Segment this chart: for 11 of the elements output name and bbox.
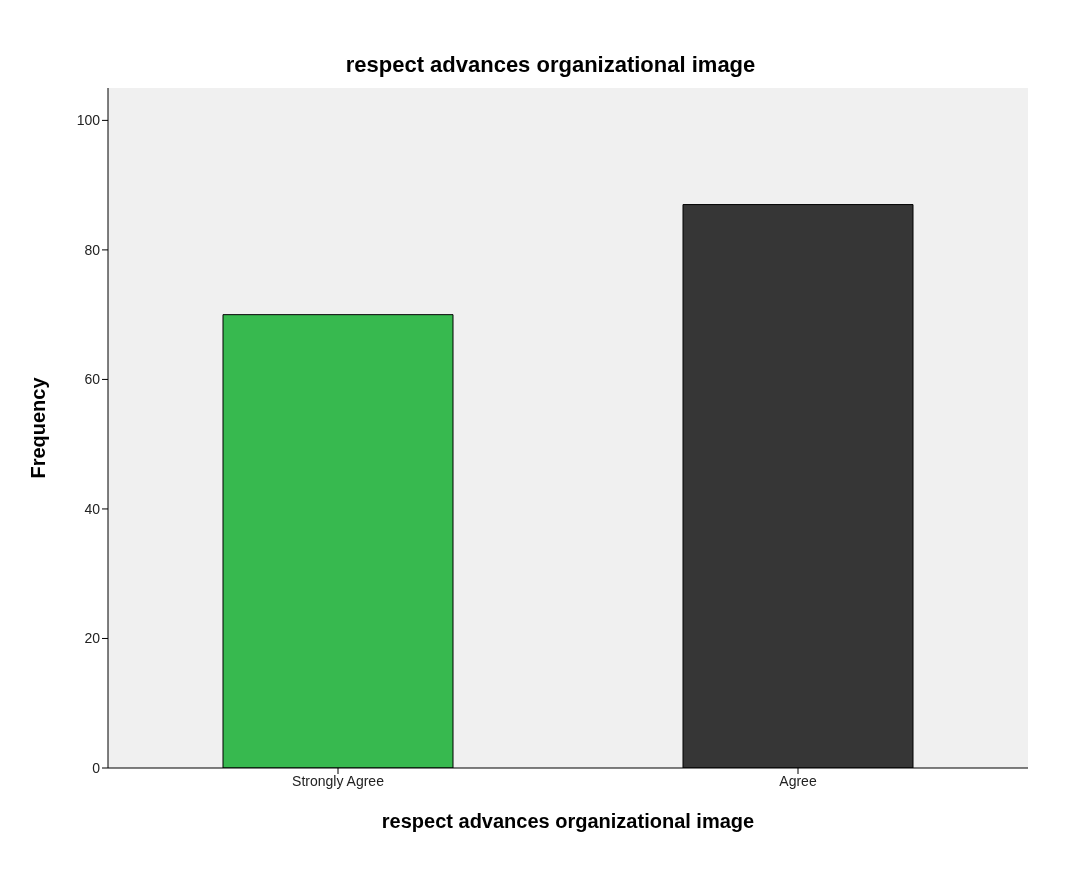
y-tick-label: 80 bbox=[84, 241, 101, 258]
y-tick-label: 20 bbox=[84, 630, 101, 647]
y-tick-label: 40 bbox=[84, 500, 101, 517]
y-tick-label: 100 bbox=[76, 112, 101, 129]
x-tick-label: Strongly Agree bbox=[292, 772, 385, 789]
y-axis-title: Frequency bbox=[27, 376, 50, 479]
y-tick-label: 60 bbox=[84, 371, 101, 388]
y-tick-label: 0 bbox=[92, 759, 101, 776]
x-tick-label: Agree bbox=[779, 772, 817, 789]
chart-title: respect advances organizational image bbox=[344, 51, 757, 78]
x-axis-title: respect advances organizational image bbox=[381, 810, 755, 832]
